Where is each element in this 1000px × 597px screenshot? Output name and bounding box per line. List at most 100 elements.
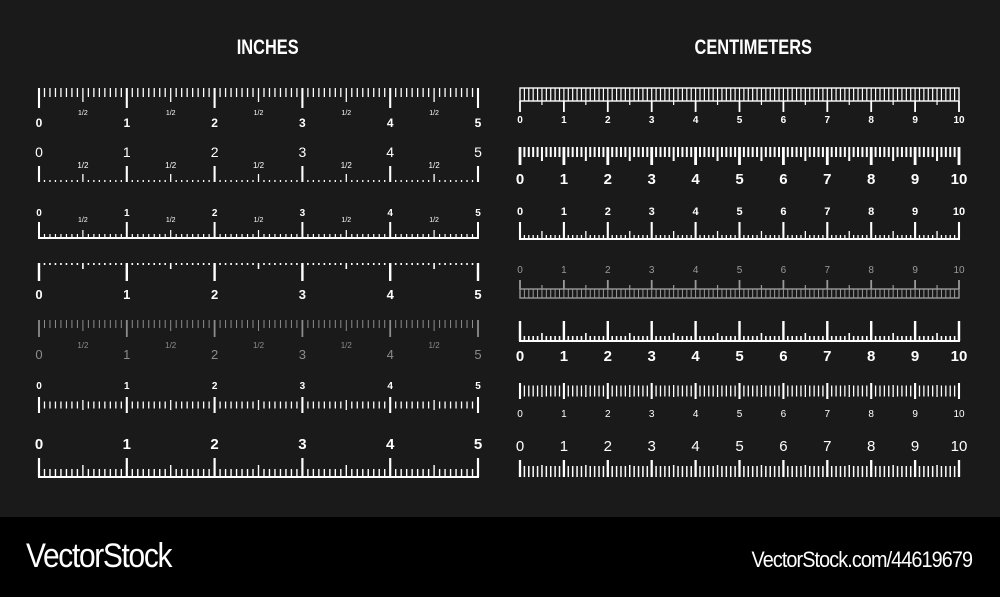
cm-ruler-2-number-label: 4	[691, 171, 700, 188]
cm-ruler-1-number-label: 7	[825, 115, 831, 126]
cm-ruler-7-number-label: 0	[516, 438, 524, 455]
cm-ruler-5-number-label: 6	[779, 348, 787, 365]
cm-ruler-4-number-label: 4	[693, 265, 699, 276]
inch-ruler-1-number-label: 3	[299, 116, 306, 130]
cm-ruler-4-number-label: 3	[649, 265, 655, 276]
inch-ruler-4-number-label: 3	[299, 287, 306, 302]
cm-ruler-3-number-label: 3	[649, 206, 655, 218]
cm-ruler-5-number-label: 0	[516, 348, 524, 365]
inch-ruler-7-number-label: 1	[123, 436, 131, 453]
cm-ruler-6-number-label: 10	[953, 409, 965, 420]
cm-ruler-5-number-label: 3	[648, 348, 656, 365]
cm-ruler-4-number-label: 1	[561, 265, 567, 276]
cm-ruler-4-number-label: 0	[517, 265, 523, 276]
cm-ruler-6-number-label: 3	[649, 409, 655, 420]
cm-ruler-7-number-label: 8	[867, 438, 875, 455]
cm-ruler-7-number-label: 9	[911, 438, 919, 455]
cm-ruler-5-number-label: 7	[823, 348, 831, 365]
cm-ruler-7-number-label: 4	[691, 438, 699, 455]
inch-ruler-1-half-label: 1/2	[341, 110, 351, 117]
inch-ruler-5-half-label: 1/2	[341, 341, 353, 350]
inch-ruler-2-number-label: 4	[386, 144, 394, 160]
cm-ruler-1-number-label: 1	[561, 115, 567, 126]
cm-ruler-7-number-label: 5	[735, 438, 743, 455]
cm-ruler-5-number-label: 5	[735, 348, 743, 365]
cm-ruler-5-number-label: 4	[691, 348, 700, 365]
inch-ruler-7-number-label: 5	[474, 436, 482, 453]
cm-ruler-3-number-label: 9	[912, 206, 918, 218]
inch-ruler-5-number-label: 4	[387, 347, 394, 362]
inch-ruler-3-number-label: 5	[475, 208, 481, 219]
cm-ruler-6-number-label: 7	[825, 409, 831, 420]
inch-ruler-3-half-label: 1/2	[429, 217, 439, 224]
inch-ruler-5-number-label: 1	[123, 347, 130, 362]
inch-ruler-7-number-label: 3	[298, 436, 306, 453]
inch-ruler-6-number-label: 2	[212, 381, 218, 392]
cm-ruler-1-number-label: 9	[912, 115, 918, 126]
inch-ruler-2-half-label: 1/2	[429, 161, 441, 170]
cm-ruler-1-number-label: 5	[737, 115, 743, 126]
inch-ruler-3-number-label: 0	[36, 208, 42, 219]
inch-ruler-4-number-label: 2	[211, 287, 218, 302]
cm-ruler-6-number-label: 2	[605, 409, 611, 420]
inch-ruler-1-number-label: 4	[387, 116, 394, 130]
cm-ruler-1-number-label: 0	[517, 115, 523, 126]
cm-ruler-4-number-label: 10	[953, 265, 965, 276]
cm-ruler-7-number-label: 10	[951, 438, 968, 455]
cm-ruler-2-number-label: 7	[823, 171, 831, 188]
cm-ruler-6-number-label: 4	[693, 409, 699, 420]
cm-ruler-4-number-label: 9	[912, 265, 918, 276]
cm-ruler-7-number-label: 2	[604, 438, 612, 455]
inch-ruler-2-half-label: 1/2	[77, 161, 89, 170]
cm-ruler-2-number-label: 2	[604, 171, 612, 188]
inch-ruler-7-number-label: 2	[210, 436, 218, 453]
cm-ruler-1-number-label: 10	[953, 115, 965, 126]
cm-ruler-2-number-label: 5	[735, 171, 743, 188]
inch-ruler-2-number-label: 0	[35, 144, 43, 160]
cm-ruler-3-number-label: 4	[693, 206, 700, 218]
cm-ruler-4-number-label: 2	[605, 265, 611, 276]
inch-ruler-2-half-label: 1/2	[341, 161, 353, 170]
inch-ruler-3-half-label: 1/2	[78, 217, 88, 224]
cm-ruler-6-number-label: 5	[737, 409, 743, 420]
inch-ruler-3-half-label: 1/2	[166, 217, 176, 224]
cm-ruler-2-number-label: 8	[867, 171, 875, 188]
cm-ruler-4-number-label: 6	[781, 265, 787, 276]
cm-ruler-7-number-label: 1	[560, 438, 568, 455]
inch-ruler-1-number-label: 2	[211, 116, 218, 130]
cm-ruler-5-number-label: 2	[604, 348, 612, 365]
vectorstock-logo: VectorStock	[26, 537, 172, 575]
inch-ruler-3-number-label: 2	[212, 208, 218, 219]
inch-ruler-5-half-label: 1/2	[429, 341, 441, 350]
inch-ruler-5-number-label: 3	[299, 347, 306, 362]
cm-ruler-4-number-label: 8	[868, 265, 874, 276]
centimeters-title: CENTIMETERS	[694, 36, 812, 59]
cm-ruler-1-number-label: 8	[868, 115, 874, 126]
inch-ruler-5-half-label: 1/2	[165, 341, 177, 350]
inch-ruler-2-number-label: 1	[123, 144, 131, 160]
inch-ruler-5-half-label: 1/2	[253, 341, 265, 350]
cm-ruler-7-number-label: 7	[823, 438, 831, 455]
inch-ruler-3-half-label: 1/2	[341, 217, 351, 224]
cm-ruler-3-number-label: 10	[953, 206, 965, 218]
cm-ruler-2-number-label: 10	[951, 171, 968, 188]
cm-ruler-1-number-label: 4	[693, 115, 699, 126]
inch-ruler-5-half-label: 1/2	[77, 341, 89, 350]
inch-ruler-1-half-label: 1/2	[429, 110, 439, 117]
inches-title: INCHES	[236, 36, 299, 59]
cm-ruler-3-number-label: 7	[824, 206, 830, 218]
cm-ruler-2-number-label: 9	[911, 171, 919, 188]
inch-ruler-7-number-label: 4	[386, 436, 395, 453]
inch-ruler-3-number-label: 1	[124, 208, 130, 219]
inch-ruler-2-number-label: 2	[211, 144, 219, 160]
cm-ruler-5-number-label: 8	[867, 348, 875, 365]
cm-ruler-6-number-label: 6	[781, 409, 787, 420]
inch-ruler-6-number-label: 1	[124, 381, 130, 392]
cm-ruler-2-number-label: 0	[516, 171, 524, 188]
inch-ruler-6-number-label: 4	[387, 381, 393, 392]
inch-ruler-1-number-label: 0	[36, 116, 43, 130]
inch-ruler-3-number-label: 4	[387, 208, 393, 219]
cm-ruler-7-number-label: 3	[648, 438, 656, 455]
cm-ruler-7-number-label: 6	[779, 438, 787, 455]
cm-ruler-1-number-label: 2	[605, 115, 611, 126]
